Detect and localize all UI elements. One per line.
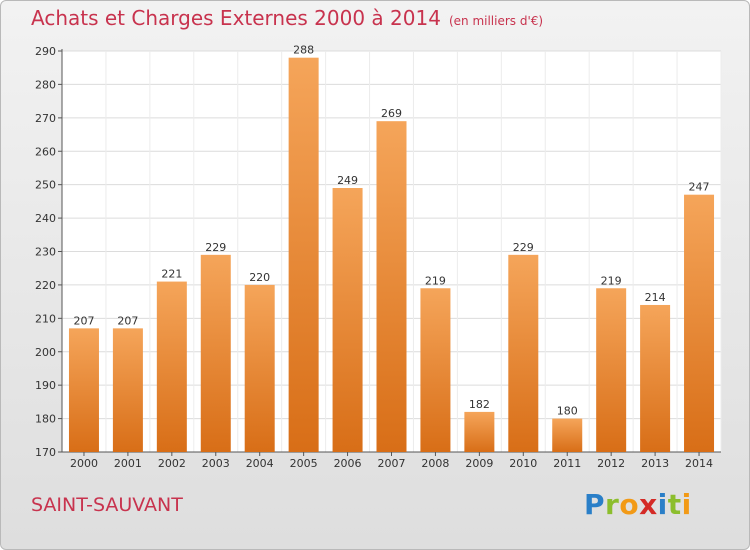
x-tick-label: 2012	[597, 457, 625, 470]
bar-2014	[684, 194, 715, 453]
x-tick-label: 2002	[158, 457, 186, 470]
bar-2002	[156, 281, 187, 452]
x-tick-label: 2010	[509, 457, 537, 470]
y-tick-label: 250	[35, 179, 56, 192]
x-tick-label: 2013	[641, 457, 669, 470]
bar-2013	[640, 304, 671, 452]
bar-2006	[332, 188, 363, 452]
x-tick-label: 2007	[378, 457, 406, 470]
chart-title-text: Achats et Charges Externes 2000 à 2014	[31, 6, 441, 30]
data-label-2004: 220	[249, 271, 270, 284]
data-label-2012: 219	[601, 274, 622, 287]
data-labels: 207 207 221 229 220 288 249 269 219 182 229 180 219 2…	[73, 44, 709, 418]
bar-2012	[596, 288, 627, 452]
x-tick-label: 2001	[114, 457, 142, 470]
data-label-2008: 219	[425, 274, 446, 287]
data-label-2001: 207	[117, 314, 138, 327]
y-tick-label: 270	[35, 112, 56, 125]
data-label-2011: 180	[557, 405, 578, 418]
data-label-2010: 229	[513, 241, 534, 254]
bar-2007	[376, 121, 407, 453]
x-tick-label: 2009	[465, 457, 493, 470]
data-label-2003: 229	[205, 241, 226, 254]
y-tick-label: 210	[35, 312, 56, 325]
x-tick-label: 2011	[553, 457, 581, 470]
y-tick-label: 280	[35, 78, 56, 91]
logo-letter: x	[639, 488, 658, 521]
data-label-2014: 247	[689, 181, 710, 194]
data-label-2006: 249	[337, 174, 358, 187]
chart-title: Achats et Charges Externes 2000 à 2014 (e…	[31, 6, 543, 30]
data-label-2009: 182	[469, 398, 490, 411]
logo-letter: t	[667, 488, 682, 521]
logo-letter: P	[584, 488, 606, 521]
data-label-2013: 214	[645, 291, 666, 304]
commune-name: SAINT-SAUVANT	[31, 494, 183, 516]
proxiti-logo: Proxiti	[584, 488, 692, 521]
chart-unit: (en milliers d'€)	[448, 14, 544, 28]
logo-letter: i	[657, 488, 668, 521]
bar-2003	[200, 254, 231, 452]
x-tick-label: 2006	[334, 457, 362, 470]
bar-2000	[68, 328, 99, 452]
y-tick-label: 180	[35, 413, 56, 426]
logo-letter: o	[619, 488, 640, 521]
bar-2009	[464, 411, 495, 452]
x-tick-label: 2000	[70, 457, 98, 470]
x-tick-label: 2003	[202, 457, 230, 470]
bars	[68, 57, 715, 453]
y-tick-label: 190	[35, 379, 56, 392]
y-axis-ticks: 170 180 190 200 210 220 230 240 250 260 270 280 290	[35, 45, 62, 459]
logo-letter: i	[681, 488, 692, 521]
y-tick-label: 170	[35, 446, 56, 459]
x-tick-label: 2014	[685, 457, 713, 470]
data-label-2005: 288	[293, 44, 314, 57]
x-tick-label: 2008	[421, 457, 449, 470]
bar-2008	[420, 288, 451, 452]
x-tick-label: 2004	[246, 457, 274, 470]
y-tick-label: 200	[35, 346, 56, 359]
bar-2005	[288, 57, 319, 452]
y-tick-label: 290	[35, 45, 56, 58]
data-label-2000: 207	[73, 314, 94, 327]
y-tick-label: 220	[35, 279, 56, 292]
bar-2011	[552, 418, 583, 452]
data-label-2002: 221	[161, 268, 182, 281]
bar-2001	[112, 328, 143, 452]
y-tick-label: 230	[35, 246, 56, 259]
y-tick-label: 260	[35, 145, 56, 158]
y-tick-label: 240	[35, 212, 56, 225]
bar-2010	[508, 254, 539, 452]
x-tick-label: 2005	[290, 457, 318, 470]
bar-2004	[244, 284, 275, 452]
logo-letter: r	[605, 488, 620, 521]
data-label-2007: 269	[381, 107, 402, 120]
x-axis-ticks: 2000 2001 2002 2003 2004 2005 2006 2007 2008 2009…	[70, 452, 713, 470]
